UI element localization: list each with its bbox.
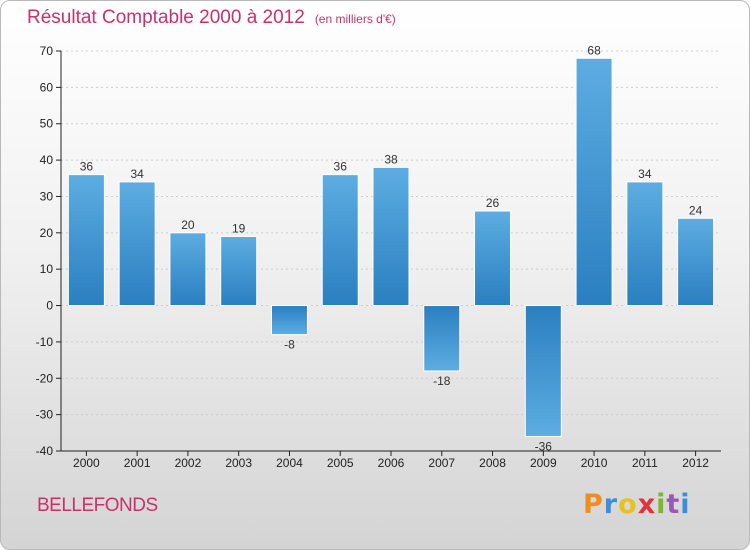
bar-value-label: -8 [284, 338, 295, 352]
y-tick-label: 50 [40, 117, 54, 131]
x-tick-label: 2011 [632, 456, 658, 470]
bar [270, 305, 308, 336]
y-tick-label: 60 [40, 80, 54, 94]
y-tick-label: 30 [40, 189, 54, 203]
bar [626, 181, 664, 307]
x-tick-label: 2009 [530, 456, 557, 470]
bar-value-label: 36 [80, 160, 94, 174]
logo-letter: i [656, 489, 667, 520]
bar-value-label: 26 [486, 196, 500, 210]
bar-value-label: 36 [334, 160, 348, 174]
bar [321, 174, 359, 307]
logo-letter: P [583, 489, 604, 520]
x-tick-label: 2010 [581, 456, 608, 470]
bar [169, 232, 207, 307]
chart-title: Résultat Comptable 2000 à 2012 (en millie… [27, 7, 396, 29]
y-tick-label: 70 [40, 44, 54, 58]
x-tick-label: 2002 [175, 456, 202, 470]
bar-value-label: 38 [384, 152, 398, 166]
bar [474, 210, 512, 307]
y-tick-label: 20 [40, 226, 54, 240]
bar-value-label: -18 [433, 374, 451, 388]
bar-value-label: 68 [587, 43, 601, 57]
bar [524, 305, 562, 437]
bar-value-label: -36 [535, 439, 553, 453]
y-tick-label: -40 [36, 444, 54, 458]
proxiti-logo[interactable]: Proxiti [583, 489, 691, 520]
chart-subtitle: (en milliers d'€) [314, 12, 396, 26]
x-tick-label: 2005 [327, 456, 354, 470]
bar-value-label: 20 [181, 218, 195, 232]
bar [67, 174, 105, 307]
x-tick-label: 2012 [682, 456, 709, 470]
logo-letter: t [666, 489, 681, 520]
y-tick-label: 0 [46, 299, 53, 313]
logo-letter: r [603, 489, 619, 520]
y-tick-label: -10 [36, 335, 54, 349]
bar-value-label: 19 [232, 221, 246, 235]
bar [118, 181, 156, 307]
logo-letter: x [637, 489, 657, 520]
x-tick-label: 2003 [225, 456, 252, 470]
x-tick-label: 2001 [124, 456, 151, 470]
bar-value-label: 34 [638, 167, 652, 181]
x-tick-label: 2004 [276, 456, 303, 470]
chart-title-text: Résultat Comptable 2000 à 2012 [27, 7, 305, 28]
logo-letter: i [680, 489, 691, 520]
bar [372, 166, 410, 307]
x-tick-label: 2000 [73, 456, 100, 470]
bar [220, 235, 258, 307]
bar-value-label: 34 [130, 167, 144, 181]
bar [423, 305, 461, 372]
bar [677, 217, 715, 307]
bar-value-label: 24 [689, 203, 703, 217]
y-tick-label: 10 [40, 262, 54, 276]
y-tick-label: 40 [40, 153, 54, 167]
bar [575, 57, 613, 307]
x-tick-label: 2006 [378, 456, 405, 470]
y-tick-label: -30 [36, 408, 54, 422]
logo-letter: o [618, 489, 638, 520]
x-tick-label: 2007 [428, 456, 455, 470]
y-tick-label: -20 [36, 371, 54, 385]
x-tick-label: 2008 [479, 456, 506, 470]
commune-name: BELLEFONDS [37, 495, 158, 516]
